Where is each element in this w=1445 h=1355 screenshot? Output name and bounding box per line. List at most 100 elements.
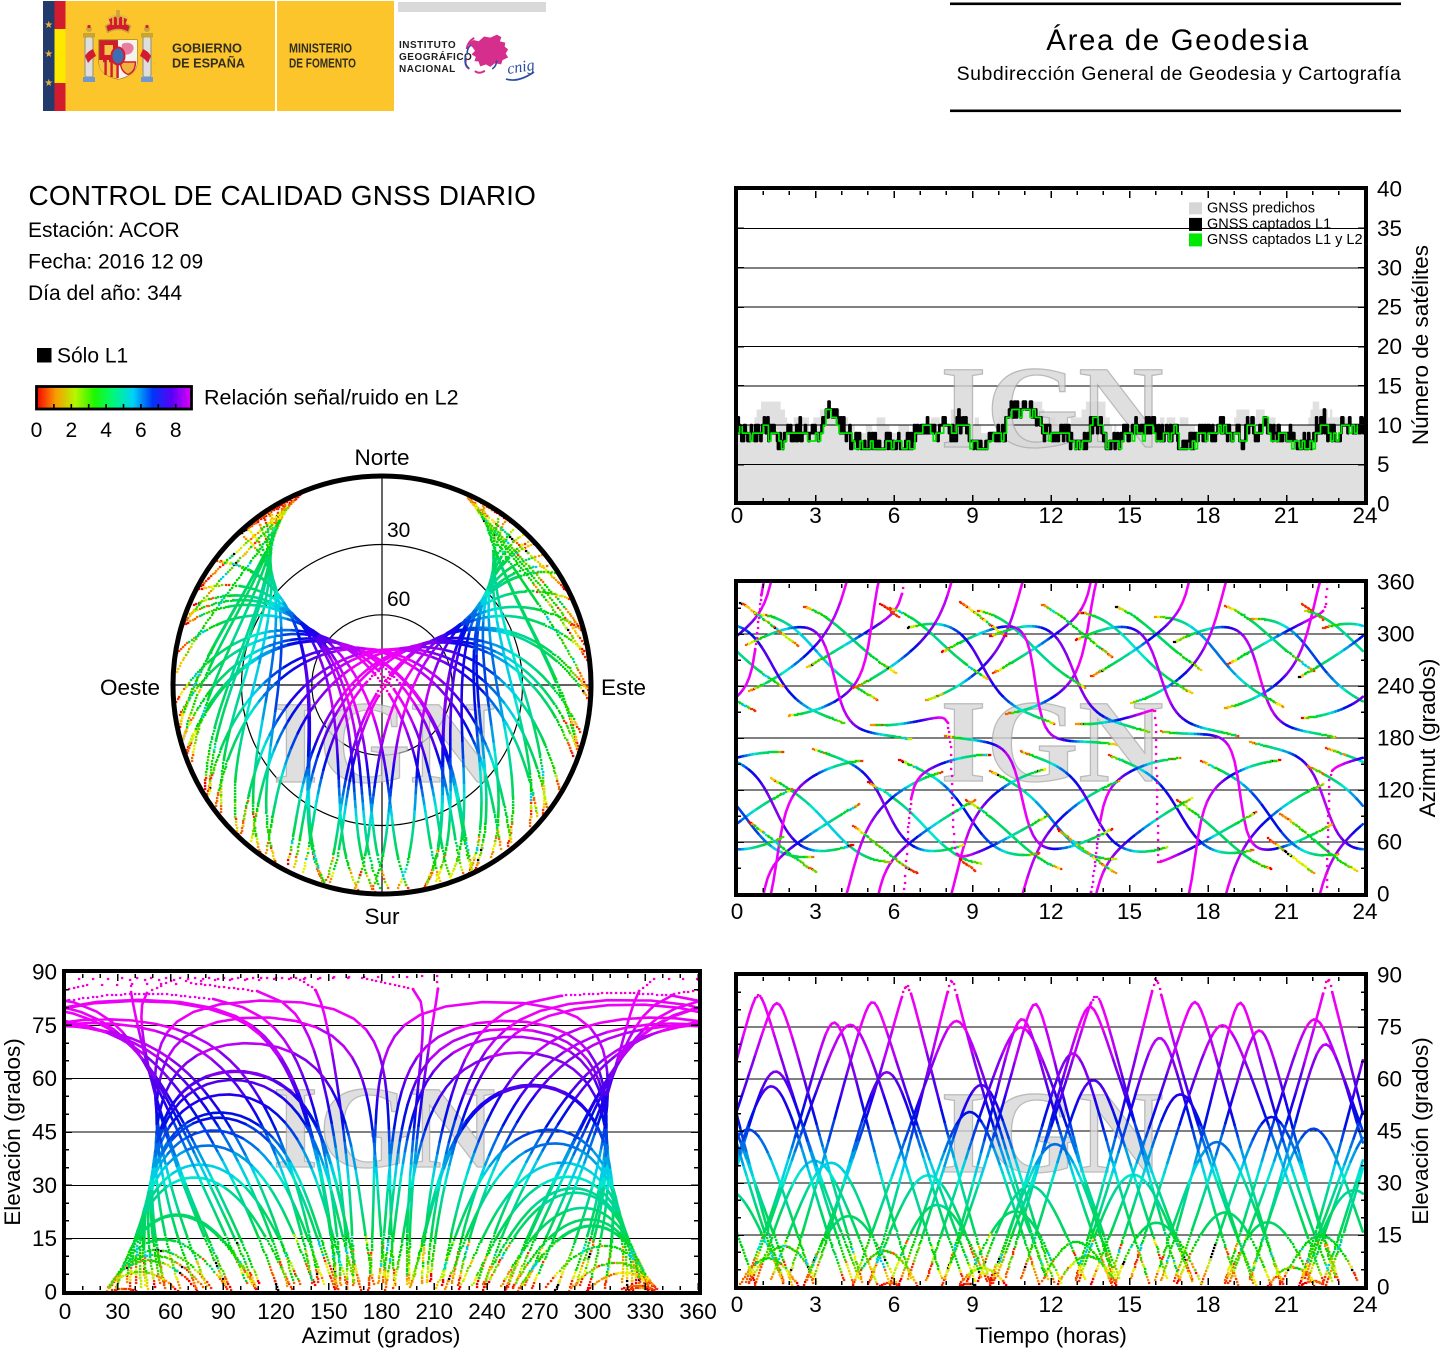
svg-text:180: 180 [1377,726,1415,751]
svg-text:180: 180 [363,1299,401,1324]
svg-text:21: 21 [1274,899,1299,924]
svg-text:270: 270 [521,1299,559,1324]
svg-text:Sur: Sur [364,904,400,929]
svg-text:360: 360 [679,1299,717,1324]
svg-text:DE ESPAÑA: DE ESPAÑA [172,56,246,71]
svg-text:9: 9 [966,899,979,924]
svg-text:75: 75 [32,1013,57,1038]
svg-text:120: 120 [1377,778,1415,803]
svg-text:30: 30 [1377,1171,1402,1196]
svg-text:3: 3 [809,1292,822,1317]
svg-text:0: 0 [731,899,744,924]
svg-text:6: 6 [888,503,901,528]
svg-text:GNSS captados L1 y L2: GNSS captados L1 y L2 [1207,232,1363,248]
svg-text:150: 150 [310,1299,348,1324]
svg-text:300: 300 [574,1299,612,1324]
svg-text:cnig: cnig [506,57,536,78]
svg-text:0: 0 [44,1280,57,1305]
svg-text:30: 30 [1377,255,1402,280]
svg-text:6: 6 [888,899,901,924]
svg-text:60: 60 [1377,1067,1402,1092]
svg-text:6: 6 [888,1292,901,1317]
svg-text:10: 10 [1377,413,1402,438]
svg-text:21: 21 [1274,1292,1299,1317]
svg-text:18: 18 [1195,899,1220,924]
svg-text:21: 21 [1274,503,1299,528]
svg-text:9: 9 [966,503,979,528]
svg-text:0: 0 [731,503,744,528]
svg-text:24: 24 [1352,1292,1377,1317]
svg-text:4: 4 [100,419,112,442]
svg-text:GNSS predichos: GNSS predichos [1207,201,1315,217]
svg-text:12: 12 [1038,503,1063,528]
svg-text:GOBIERNO: GOBIERNO [172,41,242,56]
svg-text:9: 9 [966,1292,979,1317]
svg-text:24: 24 [1352,899,1377,924]
svg-text:45: 45 [1377,1119,1402,1144]
svg-text:INSTITUTO: INSTITUTO [399,40,456,51]
svg-text:0: 0 [31,419,43,442]
svg-text:Estación: ACOR: Estación: ACOR [28,219,180,242]
svg-text:Subdirección General de Geodes: Subdirección General de Geodesia y Carto… [957,63,1402,85]
svg-text:Fecha: 2016 12 09: Fecha: 2016 12 09 [28,251,203,274]
svg-text:15: 15 [1377,373,1402,398]
svg-text:330: 330 [626,1299,664,1324]
svg-text:15: 15 [1377,1223,1402,1248]
svg-text:★: ★ [44,78,53,89]
svg-text:3: 3 [809,503,822,528]
svg-text:60: 60 [32,1066,57,1091]
svg-text:90: 90 [211,1299,236,1324]
svg-text:30: 30 [32,1173,57,1198]
svg-text:6: 6 [135,419,147,442]
svg-text:GNSS captados L1: GNSS captados L1 [1207,216,1331,232]
svg-text:0: 0 [731,1292,744,1317]
svg-text:Elevación (grados): Elevación (grados) [1408,1037,1433,1225]
svg-text:3: 3 [809,899,822,924]
svg-text:15: 15 [1117,503,1142,528]
svg-text:DE FOMENTO: DE FOMENTO [289,56,356,71]
svg-text:90: 90 [1377,963,1402,988]
svg-text:210: 210 [415,1299,453,1324]
svg-text:Día del año: 344: Día del año: 344 [28,282,182,305]
svg-text:★: ★ [44,20,53,31]
svg-text:300: 300 [1377,622,1415,647]
svg-text:30: 30 [387,519,410,542]
svg-text:120: 120 [257,1299,295,1324]
svg-text:45: 45 [32,1120,57,1145]
svg-text:Este: Este [601,675,646,700]
svg-text:240: 240 [468,1299,506,1324]
svg-text:60: 60 [1377,830,1402,855]
svg-text:Azimut (grados): Azimut (grados) [1415,659,1440,818]
svg-text:5: 5 [1377,452,1390,477]
svg-text:12: 12 [1038,1292,1063,1317]
svg-text:24: 24 [1352,503,1377,528]
svg-text:15: 15 [32,1226,57,1251]
svg-text:IGN: IGN [941,676,1164,807]
svg-text:20: 20 [1377,334,1402,359]
svg-text:15: 15 [1117,899,1142,924]
svg-text:60: 60 [158,1299,183,1324]
svg-text:Sólo L1: Sólo L1 [57,345,128,368]
svg-text:8: 8 [170,419,182,442]
svg-text:18: 18 [1195,503,1220,528]
svg-text:★: ★ [44,49,53,60]
svg-text:0: 0 [1377,882,1390,907]
svg-text:75: 75 [1377,1015,1402,1040]
svg-text:0: 0 [59,1299,72,1324]
svg-text:Elevación (grados): Elevación (grados) [0,1038,25,1226]
svg-text:90: 90 [32,960,57,985]
svg-text:GEOGRÁFICO: GEOGRÁFICO [399,50,472,63]
svg-text:30: 30 [105,1299,130,1324]
svg-text:IGN: IGN [941,342,1164,473]
svg-text:360: 360 [1377,570,1415,595]
svg-text:CONTROL DE CALIDAD GNSS DIARIO: CONTROL DE CALIDAD GNSS DIARIO [29,180,537,211]
svg-text:Norte: Norte [354,445,409,470]
svg-text:12: 12 [1038,899,1063,924]
svg-text:Relación señal/ruido en L2: Relación señal/ruido en L2 [204,386,459,410]
svg-text:Azimut (grados): Azimut (grados) [302,1323,461,1348]
svg-text:Área de Geodesia: Área de Geodesia [1046,24,1309,57]
svg-text:Número de satélites: Número de satélites [1408,245,1433,445]
svg-text:60: 60 [387,588,410,611]
svg-text:NACIONAL: NACIONAL [399,64,456,75]
svg-text:15: 15 [1117,1292,1142,1317]
